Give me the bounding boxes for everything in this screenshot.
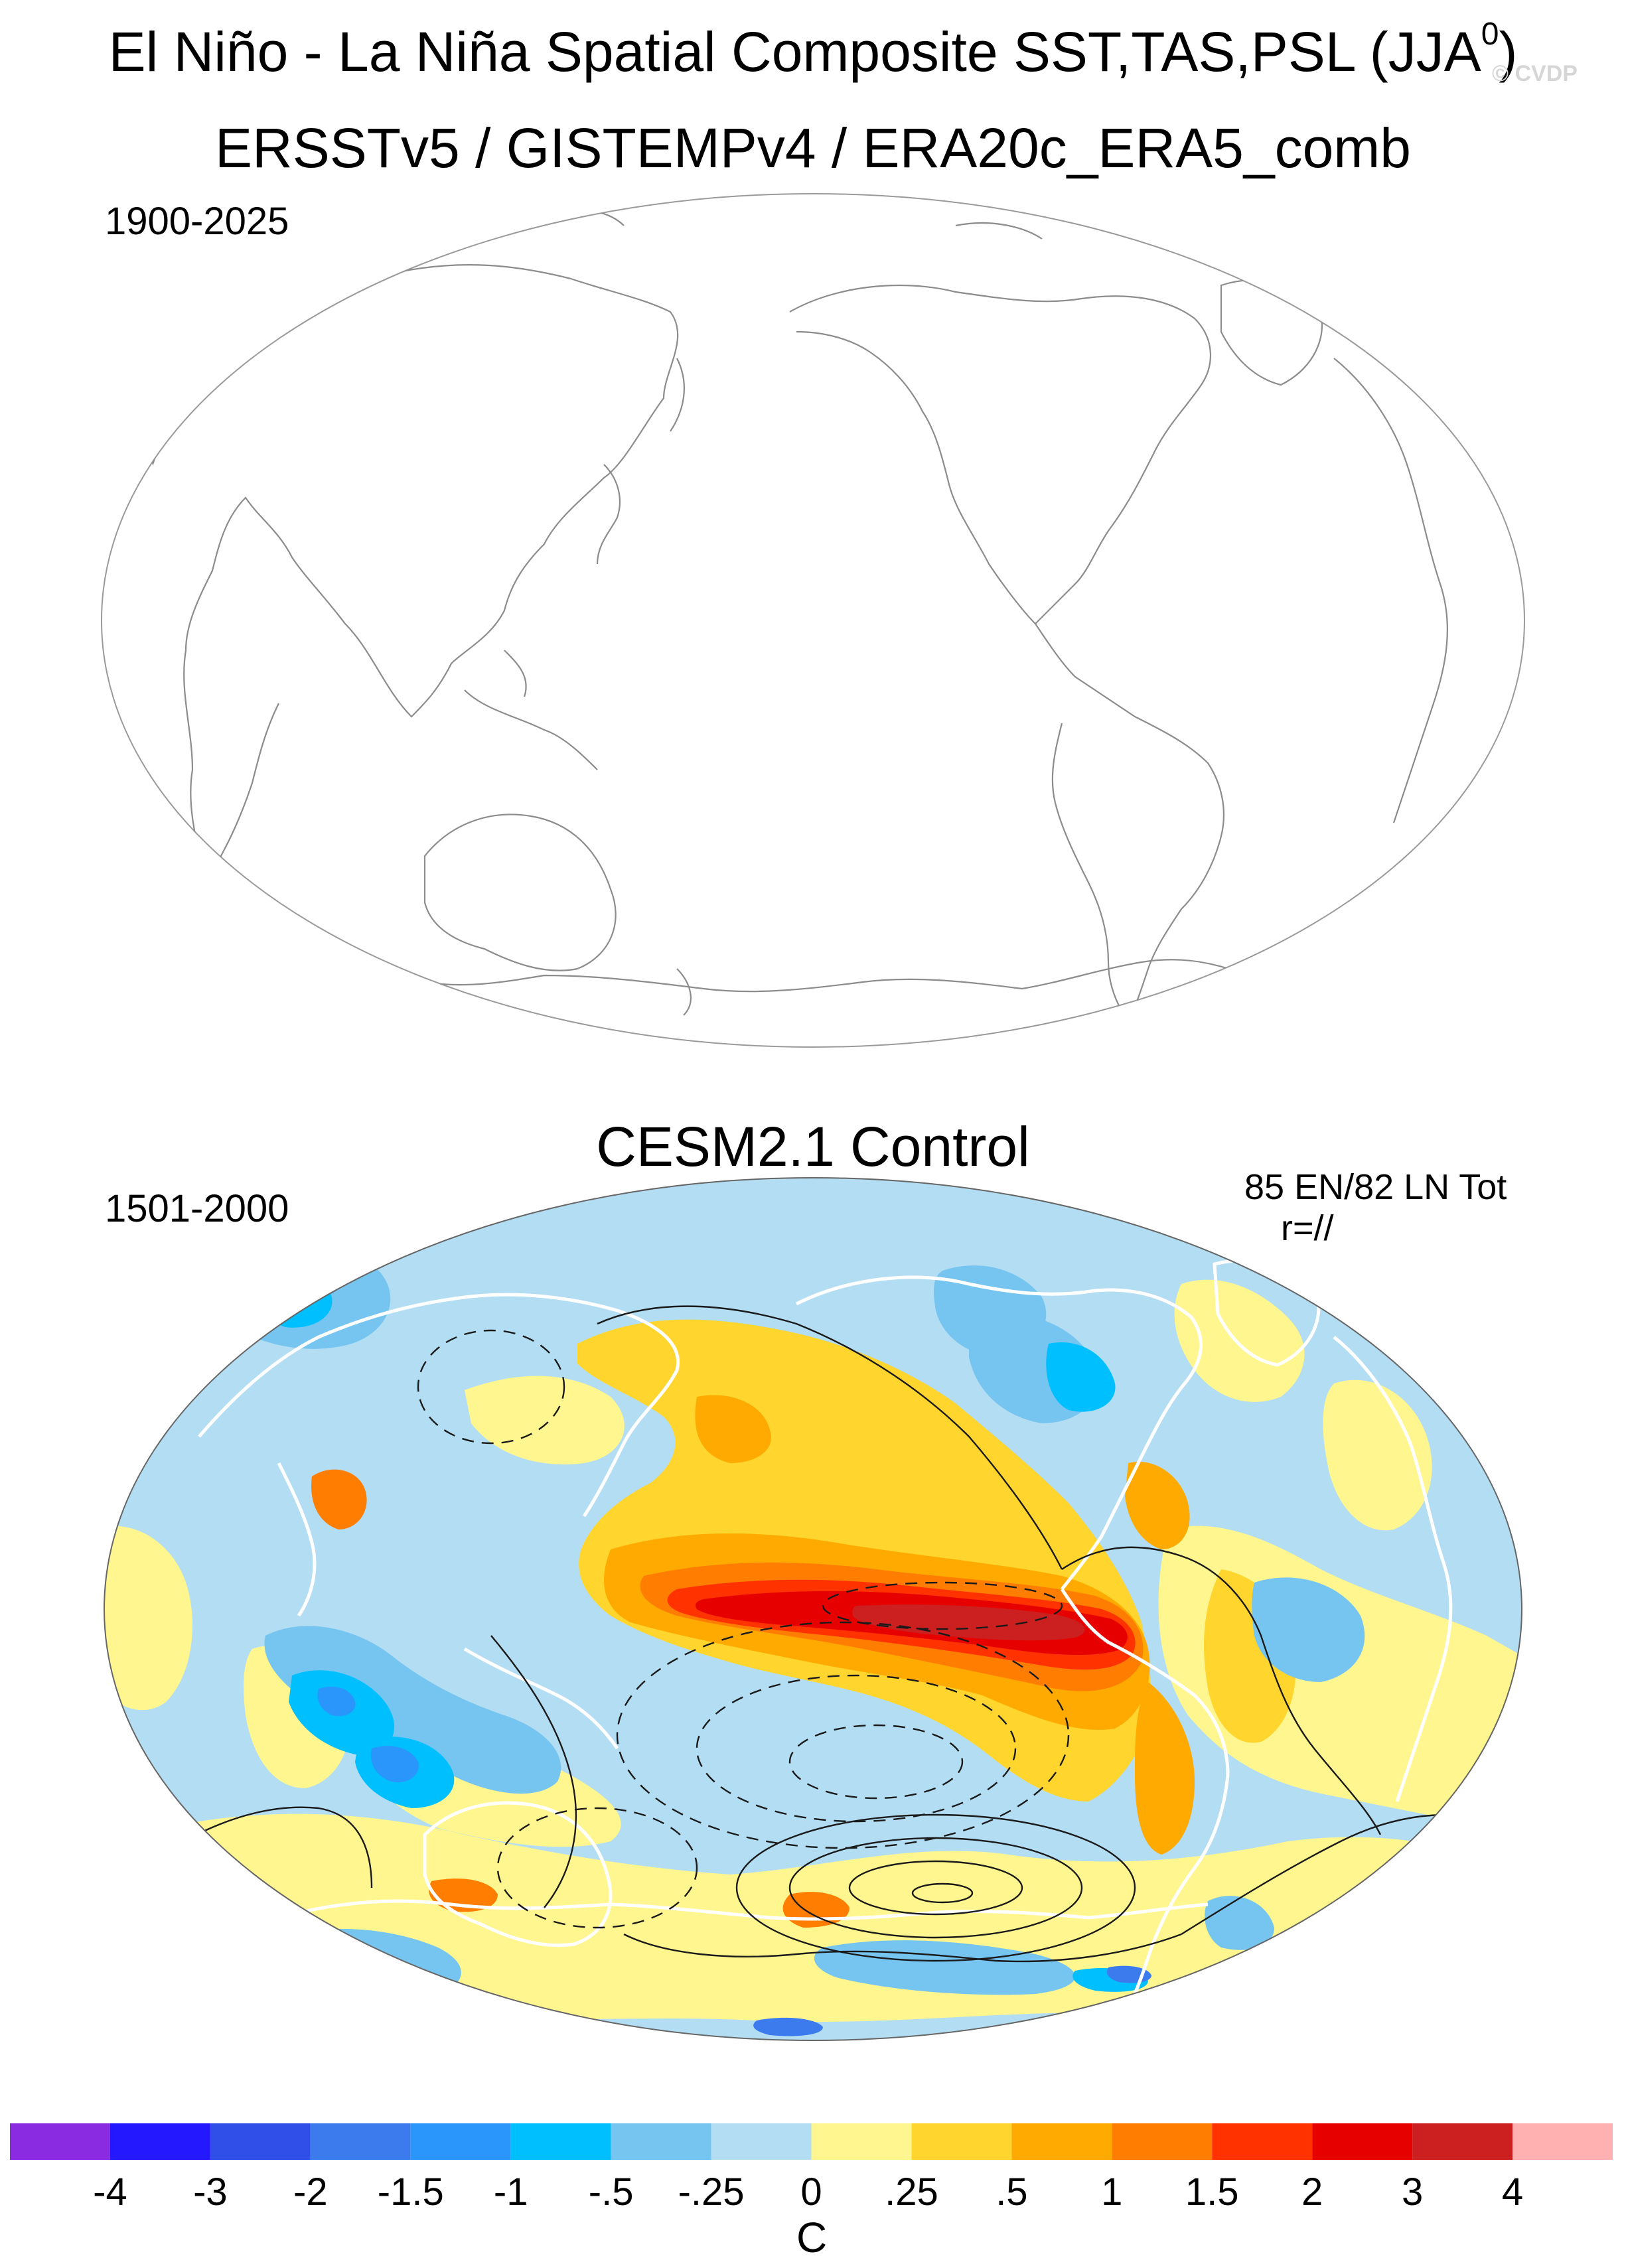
event-counts-label: 85 EN/82 LN Tot <box>1244 1167 1507 1207</box>
colorbar-box <box>310 2123 411 2160</box>
contour-positive-5 <box>623 1933 1182 1963</box>
model-coastline-south-america <box>1060 1588 1230 2002</box>
colorbar-tick-label: -2 <box>293 2170 328 2210</box>
coastline-indonesia <box>464 689 598 770</box>
colorbar-box <box>811 2123 912 2160</box>
contour-negative-ring-2 <box>696 1674 1017 1823</box>
colorbar: -4 -3 -2 -1.5 -1 -.5 -.25 0 .25 .5 1 1.5 2 3 4 <box>10 2123 1613 2210</box>
coastlines <box>151 208 1448 1024</box>
contour-positive-ring-4 <box>911 1882 974 1904</box>
model-coastline-asia <box>198 1293 680 1518</box>
map-outline <box>101 193 1525 1048</box>
model-period-label: 1501-2000 <box>105 1187 289 1230</box>
colorbar-unit-label: C <box>796 2214 828 2261</box>
coastline-north-america <box>789 284 1212 625</box>
colorbar-box <box>1412 2123 1513 2160</box>
coastline-kamchatka <box>670 358 685 432</box>
cvdp-watermark: © CVDP <box>1492 61 1578 86</box>
colorbar-box <box>1112 2123 1213 2160</box>
colorbar-box <box>210 2123 311 2160</box>
model-coastline-maritime <box>463 1647 619 1750</box>
contour-positive-3 <box>490 1635 577 1908</box>
colorbar-box <box>711 2123 812 2160</box>
colorbar-tick-label: .5 <box>996 2170 1027 2210</box>
colorbar-box <box>10 2123 110 2160</box>
main-title: El Niño - La Niña Spatial Composite SST,… <box>108 17 1518 83</box>
contour-negative-ring-6 <box>496 1807 698 1929</box>
shading-neg2-to-neg1.5 <box>753 1965 1151 2036</box>
pattern-correlation-label: r=// <box>1281 1208 1334 1248</box>
colorbar-tick-label: -.5 <box>589 2170 634 2210</box>
colorbar-box <box>1212 2123 1313 2160</box>
coastline-japan <box>596 464 621 565</box>
contour-positive-ring-3 <box>848 1860 1023 1916</box>
coastline-eurasia <box>151 264 679 885</box>
observed-period-label: 1900-2025 <box>105 200 289 243</box>
colorbar-boxes <box>10 2123 1613 2160</box>
model-map-outline <box>104 1177 1522 2041</box>
coastline-australia <box>423 814 617 971</box>
model-coastline-antarctica <box>291 1899 1209 1921</box>
colorbar-tick-label: 1 <box>1101 2170 1122 2210</box>
contour-negative-ring-1 <box>616 1621 1070 1849</box>
contour-negative-ring-4 <box>822 1581 1063 1630</box>
colorbar-box <box>110 2123 210 2160</box>
colorbar-tick-label: -.25 <box>678 2170 745 2210</box>
model-coastline-india <box>277 1462 317 1617</box>
coastline-africa-europe <box>1333 358 1448 823</box>
contour-positive-1 <box>597 1305 1063 1570</box>
contour-negative-ring-3 <box>788 1724 964 1800</box>
psl-negative-contours <box>417 1329 1070 1929</box>
model-coastline-africa <box>1333 1336 1453 1802</box>
colorbar-tick-label: 0 <box>800 2170 822 2210</box>
colorbar-box <box>410 2123 511 2160</box>
model-coastline-australia <box>423 1801 613 1948</box>
coastline-south-america <box>1035 623 1225 1024</box>
model-composite-map <box>104 1177 1522 2041</box>
coastline-arctic-archipelago <box>955 222 1043 240</box>
colorbar-tick-label: -4 <box>93 2170 127 2210</box>
colorbar-box <box>911 2123 1012 2160</box>
dataset-title: ERSSTv5 / GISTEMPv4 / ERA20c_ERA5_comb <box>215 117 1411 179</box>
colorbar-tick-label: 4 <box>1502 2170 1523 2210</box>
model-title: CESM2.1 Control <box>596 1115 1030 1178</box>
shading-3-to-4 <box>852 1604 1085 1641</box>
colorbar-box <box>1513 2123 1613 2160</box>
model-coastlines <box>198 1259 1453 2002</box>
colorbar-tick-label: 2 <box>1301 2170 1323 2210</box>
colorbar-tick-label: -1 <box>494 2170 528 2210</box>
contour-positive-2 <box>1061 1546 1382 1835</box>
coastline-new-zealand <box>676 968 692 1016</box>
colorbar-tick-label: -1.5 <box>378 2170 444 2210</box>
colorbar-box <box>611 2123 711 2160</box>
colorbar-tick-label: -3 <box>193 2170 228 2210</box>
contour-positive-ring-1 <box>735 1813 1136 1962</box>
colorbar-tick-label: .25 <box>885 2170 938 2210</box>
colorbar-box <box>510 2123 611 2160</box>
coastline-philippines <box>504 650 527 697</box>
model-coastline-north-america <box>795 1275 1203 1591</box>
colorbar-box <box>1011 2123 1112 2160</box>
colorbar-tick-labels: -4 -3 -2 -1.5 -1 -.5 -.25 0 .25 .5 1 1.5 2 3 4 <box>93 2170 1523 2210</box>
title-superscript: 0 <box>1481 17 1499 52</box>
contour-negative-ring-5 <box>417 1329 565 1445</box>
colorbar-tick-label: 3 <box>1402 2170 1423 2210</box>
colorbar-box <box>1312 2123 1413 2160</box>
colorbar-tick-label: 1.5 <box>1185 2170 1239 2210</box>
observed-composite-map <box>101 193 1525 1048</box>
